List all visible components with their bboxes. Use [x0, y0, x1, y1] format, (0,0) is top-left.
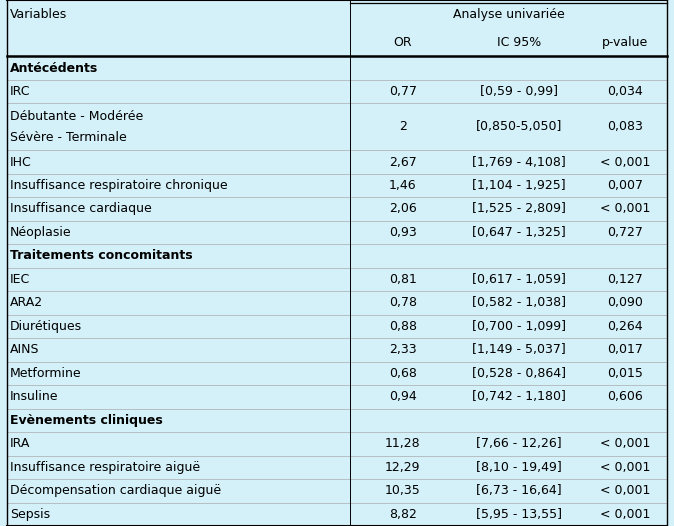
Text: 11,28: 11,28: [385, 437, 421, 450]
Text: Traitements concomitants: Traitements concomitants: [10, 249, 193, 262]
Text: 0,81: 0,81: [389, 273, 417, 286]
Text: [1,149 - 5,037]: [1,149 - 5,037]: [472, 343, 566, 357]
Text: 0,083: 0,083: [607, 120, 643, 133]
Text: 0,264: 0,264: [607, 320, 643, 333]
Text: 2,06: 2,06: [389, 203, 417, 216]
Text: Néoplasie: Néoplasie: [10, 226, 71, 239]
Text: [1,104 - 1,925]: [1,104 - 1,925]: [472, 179, 565, 192]
Text: < 0,001: < 0,001: [600, 156, 650, 168]
Text: 0,090: 0,090: [607, 297, 643, 309]
Text: 0,88: 0,88: [389, 320, 417, 333]
Text: 0,94: 0,94: [389, 390, 417, 403]
Text: Insuffisance cardiaque: Insuffisance cardiaque: [10, 203, 152, 216]
Text: [0,617 - 1,059]: [0,617 - 1,059]: [472, 273, 566, 286]
Text: [0,742 - 1,180]: [0,742 - 1,180]: [472, 390, 566, 403]
Text: Antécédents: Antécédents: [10, 62, 98, 75]
Text: [7,66 - 12,26]: [7,66 - 12,26]: [476, 437, 562, 450]
Text: [0,647 - 1,325]: [0,647 - 1,325]: [472, 226, 566, 239]
Text: 1,46: 1,46: [389, 179, 417, 192]
Text: p-value: p-value: [602, 36, 648, 49]
Text: 0,727: 0,727: [607, 226, 643, 239]
Text: 2,67: 2,67: [389, 156, 417, 168]
Text: Débutante - Modérée: Débutante - Modérée: [10, 109, 144, 123]
Text: [0,582 - 1,038]: [0,582 - 1,038]: [472, 297, 566, 309]
Text: ARA2: ARA2: [10, 297, 43, 309]
Text: [6,73 - 16,64]: [6,73 - 16,64]: [476, 484, 562, 497]
Text: Variables: Variables: [10, 7, 67, 21]
Text: Sepsis: Sepsis: [10, 508, 51, 521]
Text: 0,93: 0,93: [389, 226, 417, 239]
Text: Metformine: Metformine: [10, 367, 82, 380]
Text: Sévère - Terminale: Sévère - Terminale: [10, 131, 127, 144]
Text: Evènements cliniques: Evènements cliniques: [10, 414, 163, 427]
Text: [1,769 - 4,108]: [1,769 - 4,108]: [472, 156, 566, 168]
Text: Diurétiques: Diurétiques: [10, 320, 82, 333]
Text: 0,68: 0,68: [389, 367, 417, 380]
Text: < 0,001: < 0,001: [600, 484, 650, 497]
Text: 0,77: 0,77: [389, 85, 417, 98]
Text: 0,015: 0,015: [607, 367, 643, 380]
Text: IC 95%: IC 95%: [497, 36, 541, 49]
Text: < 0,001: < 0,001: [600, 203, 650, 216]
Text: 0,127: 0,127: [607, 273, 643, 286]
Text: [0,59 - 0,99]: [0,59 - 0,99]: [480, 85, 558, 98]
Text: 10,35: 10,35: [385, 484, 421, 497]
Text: [5,95 - 13,55]: [5,95 - 13,55]: [476, 508, 562, 521]
Text: 2,33: 2,33: [389, 343, 417, 357]
Text: Insuffisance respiratoire aiguë: Insuffisance respiratoire aiguë: [10, 461, 200, 474]
Text: < 0,001: < 0,001: [600, 508, 650, 521]
Text: 2: 2: [399, 120, 406, 133]
Text: Analyse univariée: Analyse univariée: [453, 7, 565, 21]
Text: 0,017: 0,017: [607, 343, 643, 357]
Text: AINS: AINS: [10, 343, 40, 357]
Text: < 0,001: < 0,001: [600, 461, 650, 474]
Text: < 0,001: < 0,001: [600, 437, 650, 450]
Text: [8,10 - 19,49]: [8,10 - 19,49]: [476, 461, 562, 474]
Text: IRA: IRA: [10, 437, 30, 450]
Text: [0,700 - 1,099]: [0,700 - 1,099]: [472, 320, 566, 333]
Text: 12,29: 12,29: [385, 461, 421, 474]
Text: [0,528 - 0,864]: [0,528 - 0,864]: [472, 367, 566, 380]
Text: IEC: IEC: [10, 273, 30, 286]
Text: IHC: IHC: [10, 156, 32, 168]
Text: 0,78: 0,78: [389, 297, 417, 309]
Text: 0,606: 0,606: [607, 390, 643, 403]
Text: [0,850-5,050]: [0,850-5,050]: [476, 120, 562, 133]
Text: 0,034: 0,034: [607, 85, 643, 98]
Text: Insuline: Insuline: [10, 390, 59, 403]
Text: 0,007: 0,007: [607, 179, 643, 192]
Text: Insuffisance respiratoire chronique: Insuffisance respiratoire chronique: [10, 179, 228, 192]
Text: Décompensation cardiaque aiguë: Décompensation cardiaque aiguë: [10, 484, 221, 497]
Text: IRC: IRC: [10, 85, 30, 98]
Text: [1,525 - 2,809]: [1,525 - 2,809]: [472, 203, 566, 216]
Text: 8,82: 8,82: [389, 508, 417, 521]
Text: OR: OR: [394, 36, 412, 49]
